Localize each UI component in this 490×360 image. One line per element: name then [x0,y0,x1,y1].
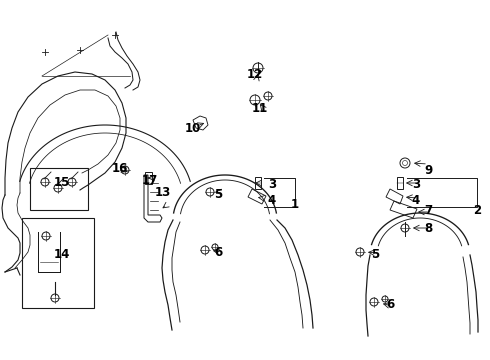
Text: 10: 10 [185,122,201,135]
Bar [30,168,88,210]
Text: 17: 17 [142,174,158,186]
Text: 4: 4 [412,194,420,207]
Text: 12: 12 [247,68,263,81]
Text: 3: 3 [268,179,276,192]
Bar [145,172,151,184]
Text: 6: 6 [386,298,394,311]
Text: 2: 2 [473,203,481,216]
Text: 15: 15 [54,175,70,189]
Text: 7: 7 [424,203,432,216]
Text: 9: 9 [424,163,432,176]
Bar [397,177,403,189]
Text: 5: 5 [214,189,222,202]
Text: 16: 16 [112,162,128,175]
Bar [255,177,261,189]
Text: 5: 5 [371,248,379,261]
Text: 6: 6 [214,247,222,260]
Bar [22,218,94,308]
Text: 4: 4 [268,194,276,207]
Text: 3: 3 [412,179,420,192]
Text: 14: 14 [54,248,70,261]
Text: 13: 13 [155,186,171,199]
Text: 11: 11 [252,102,268,114]
Text: 1: 1 [291,198,299,211]
Text: 8: 8 [424,221,432,234]
